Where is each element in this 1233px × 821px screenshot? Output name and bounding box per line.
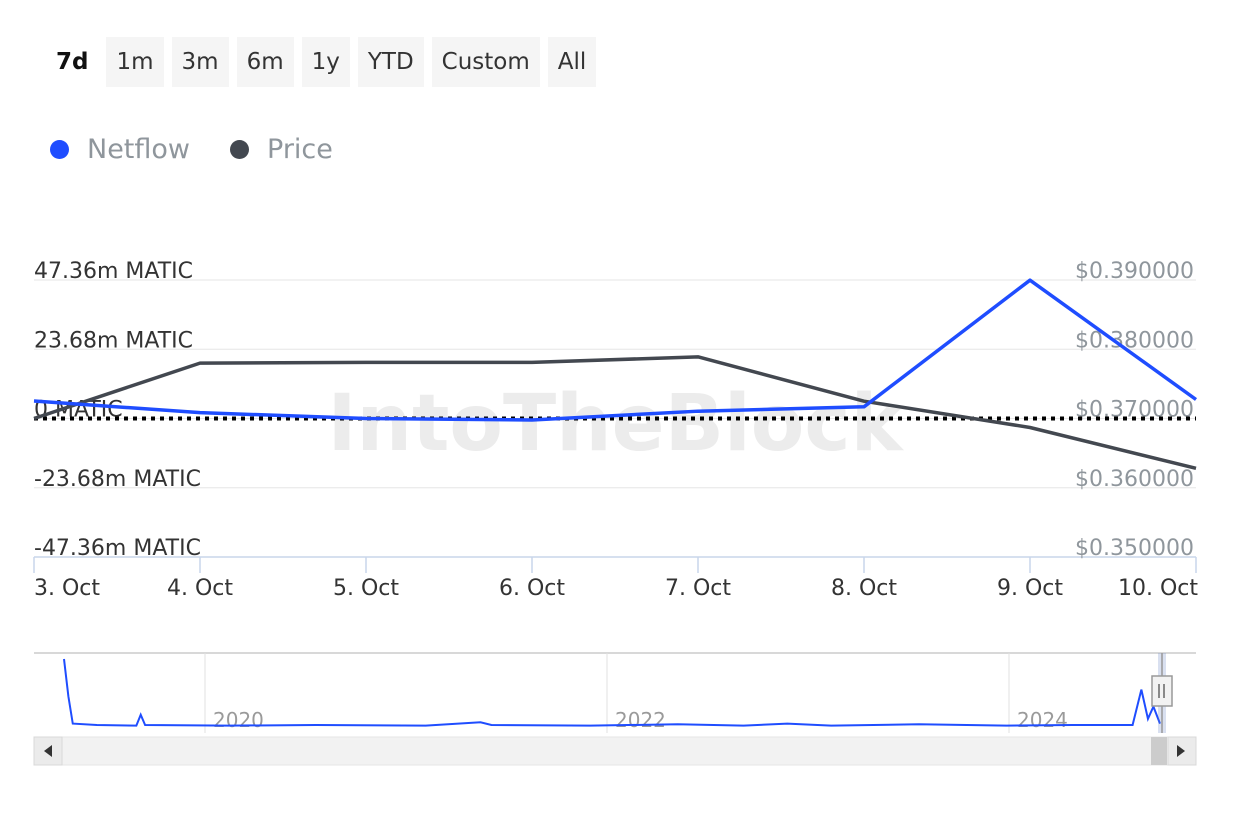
x-tick-label: 3. Oct [34, 576, 100, 601]
arrow-right-icon [1177, 745, 1185, 757]
scrollbar-track[interactable] [33, 736, 1197, 766]
arrow-left-icon [44, 745, 52, 757]
x-tick-label: 10. Oct [1118, 576, 1198, 601]
navigator-series-line [63, 658, 1161, 727]
legend-label-price: Price [267, 134, 333, 165]
scroll-left-button[interactable] [33, 736, 63, 766]
range-button-ytd[interactable]: YTD [357, 37, 424, 87]
range-button-all[interactable]: All [547, 37, 597, 87]
y-right-tick-label: $0.350000 [1075, 536, 1194, 561]
navigator-handle[interactable] [1151, 675, 1173, 707]
navigator-year-label: 2024 [1017, 708, 1068, 732]
legend-item-netflow[interactable]: Netflow [50, 134, 190, 165]
legend-item-price[interactable]: Price [230, 134, 333, 165]
x-tick-label: 9. Oct [997, 576, 1063, 601]
scrollbar-thumb[interactable] [1151, 737, 1167, 765]
price-series-line [33, 355, 1197, 471]
x-tick-label: 6. Oct [499, 576, 565, 601]
x-tick-label: 5. Oct [333, 576, 399, 601]
y-right-tick-label: $0.360000 [1075, 467, 1194, 492]
x-tick-label: 8. Oct [831, 576, 897, 601]
range-button-7d[interactable]: 7d [46, 37, 99, 87]
x-tick-label: 7. Oct [665, 576, 731, 601]
time-range-selector: 7d 1m 3m 6m 1y YTD Custom All [46, 37, 597, 87]
range-button-6m[interactable]: 6m [236, 37, 294, 87]
range-button-1y[interactable]: 1y [301, 37, 350, 87]
netflow-series-line [33, 278, 1198, 422]
navigator-year-label: 2022 [615, 708, 666, 732]
legend-label-netflow: Netflow [87, 134, 191, 165]
scroll-right-button[interactable] [1167, 736, 1197, 766]
chart-legend: Netflow Price [50, 134, 333, 165]
range-button-custom[interactable]: Custom [431, 37, 540, 87]
y-left-tick-label: -47.36m MATIC [34, 536, 201, 561]
y-right-tick-label: $0.380000 [1075, 328, 1194, 353]
range-button-3m[interactable]: 3m [171, 37, 229, 87]
price-dot-icon [230, 140, 250, 159]
watermark: IntoTheBlock [328, 379, 905, 469]
navigator-year-label: 2020 [213, 708, 264, 732]
y-left-tick-label: 23.68m MATIC [34, 328, 193, 353]
range-button-1m[interactable]: 1m [106, 37, 164, 87]
x-tick-label: 4. Oct [167, 576, 233, 601]
navigator-panel [34, 653, 1196, 733]
y-left-tick-label: -23.68m MATIC [34, 467, 201, 492]
y-right-tick-label: $0.390000 [1075, 259, 1194, 284]
y-left-tick-label: 47.36m MATIC [34, 259, 193, 284]
netflow-dot-icon [50, 140, 69, 159]
